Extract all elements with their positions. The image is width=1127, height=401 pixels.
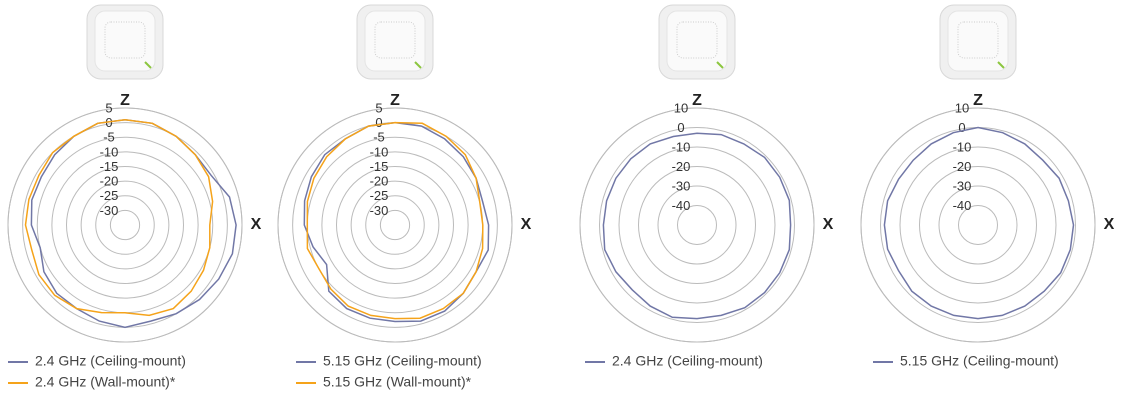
grid-ring bbox=[880, 127, 1076, 323]
r-tick-label: -15 bbox=[370, 159, 389, 174]
pattern-line bbox=[306, 121, 484, 320]
r-tick-label: 0 bbox=[375, 115, 382, 130]
pattern-line bbox=[602, 132, 792, 320]
device-led bbox=[997, 61, 1005, 69]
x-axis-label: X bbox=[823, 216, 834, 233]
outer-ring bbox=[277, 107, 513, 343]
device-top bbox=[666, 10, 728, 72]
r-tick-label: -20 bbox=[100, 174, 119, 189]
grid-ring bbox=[350, 180, 440, 270]
z-axis-label: Z bbox=[120, 92, 130, 109]
grid-ring bbox=[277, 107, 513, 343]
r-tick-label: 5 bbox=[105, 100, 112, 115]
r-tick-label: -30 bbox=[100, 203, 119, 218]
z-axis-label: Z bbox=[973, 92, 983, 109]
r-tick-label: -30 bbox=[370, 203, 389, 218]
pattern-line bbox=[24, 118, 214, 317]
legend-label: 5.15 GHz (Ceiling-mount) bbox=[900, 353, 1059, 369]
r-tick-label: -10 bbox=[953, 139, 972, 154]
grid-ring bbox=[365, 195, 425, 255]
r-tick-label: -20 bbox=[953, 159, 972, 174]
grid-ring bbox=[379, 209, 411, 241]
grid-ring bbox=[321, 151, 469, 299]
device-image bbox=[658, 4, 736, 80]
r-tick-label: 0 bbox=[677, 120, 684, 135]
device-image bbox=[356, 4, 434, 80]
x-axis-label: X bbox=[251, 216, 262, 233]
device-image bbox=[86, 4, 164, 80]
grid-ring bbox=[51, 151, 199, 299]
r-tick-label: -10 bbox=[672, 139, 691, 154]
outer-ring bbox=[860, 107, 1096, 343]
r-tick-label: -5 bbox=[373, 130, 385, 145]
r-tick-label: -15 bbox=[100, 159, 119, 174]
r-tick-label: -5 bbox=[103, 130, 115, 145]
grid-ring bbox=[292, 122, 498, 328]
grid-ring bbox=[938, 185, 1018, 265]
grid-ring bbox=[919, 166, 1037, 284]
legend-label: 2.4 GHz (Wall-mount)* bbox=[35, 374, 176, 390]
r-tick-label: 10 bbox=[955, 100, 969, 115]
r-tick-label: 10 bbox=[674, 100, 688, 115]
grid-ring bbox=[860, 107, 1096, 343]
legend-label: 2.4 GHz (Ceiling-mount) bbox=[35, 353, 186, 369]
pattern-line bbox=[883, 126, 1075, 320]
grid-ring bbox=[899, 146, 1057, 304]
device-led bbox=[144, 61, 152, 69]
r-tick-label: -10 bbox=[100, 144, 119, 159]
grid-ring bbox=[109, 209, 141, 241]
outer-ring bbox=[579, 107, 815, 343]
grid-ring bbox=[336, 166, 454, 284]
x-axis-label: X bbox=[1104, 216, 1115, 233]
r-tick-label: 5 bbox=[375, 100, 382, 115]
r-tick-label: -40 bbox=[953, 198, 972, 213]
device-top bbox=[364, 10, 426, 72]
r-tick-label: -25 bbox=[370, 188, 389, 203]
legend-label: 5.15 GHz (Wall-mount)* bbox=[323, 374, 472, 390]
grid-ring bbox=[95, 195, 155, 255]
r-tick-label: -40 bbox=[672, 198, 691, 213]
grid-ring bbox=[579, 107, 815, 343]
grid-ring bbox=[66, 166, 184, 284]
grid-ring bbox=[657, 185, 737, 265]
r-tick-label: -30 bbox=[953, 178, 972, 193]
r-tick-label: -10 bbox=[370, 144, 389, 159]
device-top bbox=[94, 10, 156, 72]
device-image bbox=[939, 4, 1017, 80]
grid-ring bbox=[677, 205, 717, 245]
legend-label: 5.15 GHz (Ceiling-mount) bbox=[323, 353, 482, 369]
z-axis-label: Z bbox=[390, 92, 400, 109]
grid-ring bbox=[22, 122, 228, 328]
device-top bbox=[947, 10, 1009, 72]
grid-ring bbox=[638, 166, 756, 284]
r-tick-label: 0 bbox=[958, 120, 965, 135]
grid-ring bbox=[599, 127, 795, 323]
x-axis-label: X bbox=[521, 216, 532, 233]
r-tick-label: -30 bbox=[672, 178, 691, 193]
pattern-line bbox=[30, 118, 237, 329]
grid-ring bbox=[36, 136, 214, 314]
grid-ring bbox=[7, 107, 243, 343]
grid-ring bbox=[80, 180, 170, 270]
r-tick-label: -20 bbox=[370, 174, 389, 189]
outer-ring bbox=[7, 107, 243, 343]
legend-label: 2.4 GHz (Ceiling-mount) bbox=[612, 353, 763, 369]
r-tick-label: -20 bbox=[672, 159, 691, 174]
z-axis-label: Z bbox=[692, 92, 702, 109]
device-led bbox=[716, 61, 724, 69]
grid-ring bbox=[306, 136, 484, 314]
r-tick-label: -25 bbox=[100, 188, 119, 203]
grid-ring bbox=[958, 205, 998, 245]
grid-ring bbox=[618, 146, 776, 304]
device-led bbox=[414, 61, 422, 69]
